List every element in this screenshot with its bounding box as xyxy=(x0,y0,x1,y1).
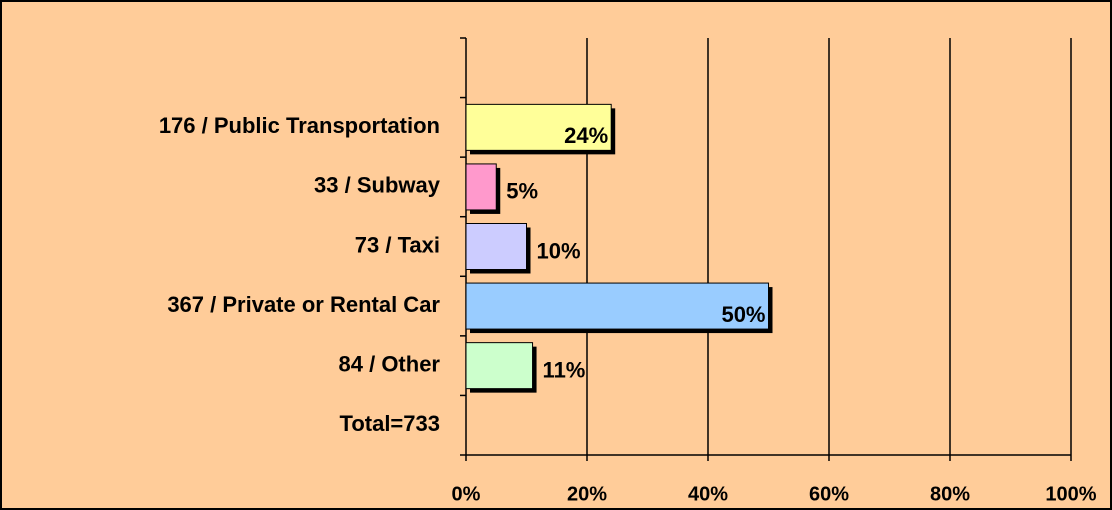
bar xyxy=(465,223,527,270)
x-tick-label: 60% xyxy=(809,483,849,505)
y-tick-label: Total=733 xyxy=(340,411,440,436)
x-tick-label: 80% xyxy=(930,483,970,505)
bar xyxy=(465,342,534,390)
value-label: 10% xyxy=(537,238,581,263)
value-label: 24% xyxy=(564,123,608,148)
x-tick-label: 100% xyxy=(1045,483,1096,505)
y-tick-label: 33 / Subway xyxy=(314,173,441,198)
bar xyxy=(465,282,769,330)
x-tick-label: 20% xyxy=(567,483,607,505)
x-tick-label: 0% xyxy=(452,483,481,505)
value-label: 5% xyxy=(506,179,538,204)
bar xyxy=(465,163,497,211)
y-tick-label: 367 / Private or Rental Car xyxy=(167,292,440,317)
y-tick-label: 176 / Public Transportation xyxy=(159,113,440,138)
value-label: 11% xyxy=(543,357,586,382)
y-tick-label: 84 / Other xyxy=(339,351,441,376)
y-tick-label: 73 / Taxi xyxy=(355,232,440,257)
bar xyxy=(465,103,612,151)
value-label: 50% xyxy=(721,302,765,327)
x-tick-label: 40% xyxy=(688,483,728,505)
